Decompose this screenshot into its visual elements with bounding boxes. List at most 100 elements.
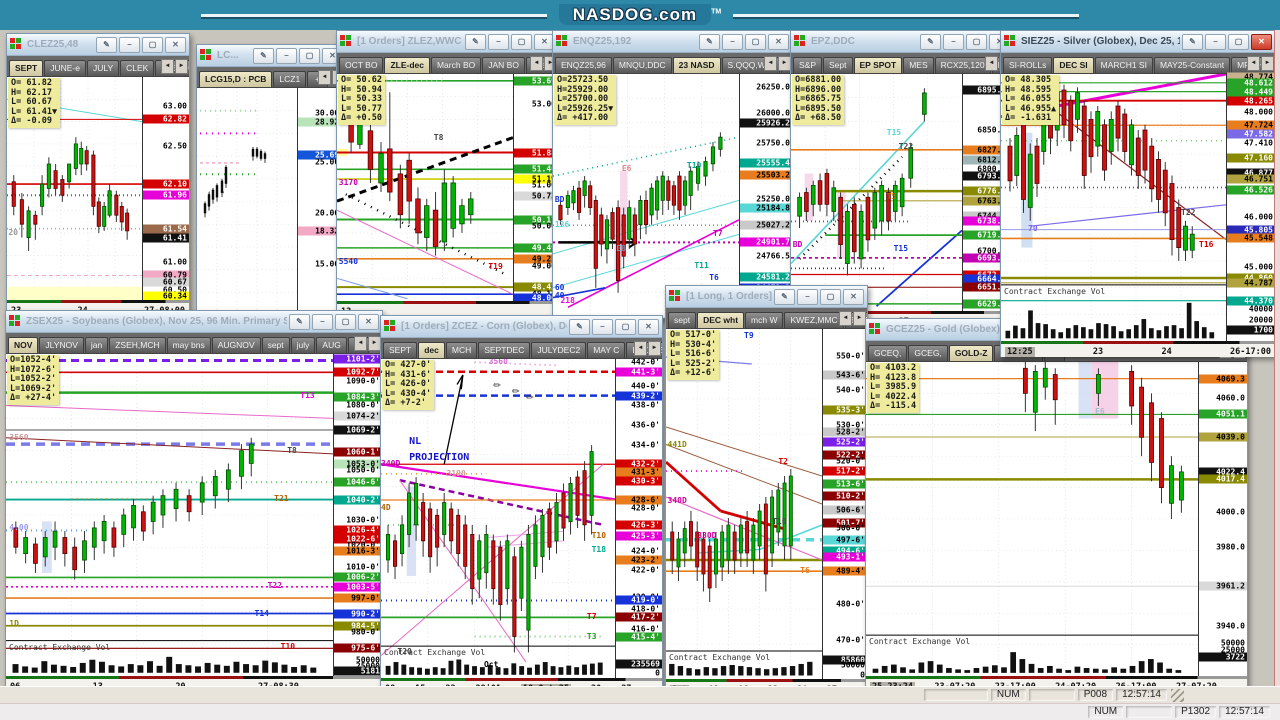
tab-scroll-left-icon[interactable]: ◄ [764, 56, 777, 71]
chart-canvas[interactable]: O= 517-0' H= 530-4' L= 516-6' L= 525-2' Δ= +… [666, 329, 823, 679]
minimize-button[interactable]: – [1205, 33, 1226, 50]
tab-zle-dec[interactable]: ZLE-dec [384, 57, 430, 73]
tab-scroll-left-icon[interactable]: ◄ [985, 56, 998, 71]
pencil-tool-button[interactable]: ✎ [465, 33, 486, 50]
resize-grip[interactable] [1171, 688, 1184, 702]
tab-scroll-left-icon[interactable]: ◄ [161, 59, 174, 74]
tab-scroll-right-icon[interactable]: ► [648, 341, 661, 356]
minimize-button[interactable]: – [119, 36, 140, 53]
pencil-tool-button[interactable]: ✎ [289, 313, 310, 330]
tab-gold-z[interactable]: GOLD-Z [948, 345, 994, 361]
tab-mch[interactable]: MCH [445, 342, 478, 358]
tab-scroll-left-icon[interactable]: ◄ [318, 70, 331, 85]
close-button[interactable]: ✕ [358, 313, 379, 330]
tab-scroll-left-icon[interactable]: ◄ [634, 341, 647, 356]
tab-mnqu-ddc[interactable]: MNQU,DDC [612, 57, 672, 73]
tab-ep-spot[interactable]: EP SPOT [853, 57, 903, 73]
tab-rcx25-120[interactable]: RCX25,120 [934, 57, 991, 73]
chart-canvas[interactable]: O=6881.00 H=6896.00 L=6865.75 L=6895.50 Δ= +… [791, 74, 963, 311]
tab-clek[interactable]: CLEK [120, 60, 155, 76]
pencil-tool-button[interactable]: ✎ [96, 36, 117, 53]
pencil-tool-button[interactable]: ✎ [253, 47, 274, 64]
tab-july[interactable]: july [290, 337, 316, 353]
maximize-button[interactable]: ▢ [820, 288, 841, 305]
tab-lcg15-d-pcb[interactable]: LCG15,D : PCB [199, 71, 273, 87]
tab-scroll-right-icon[interactable]: ► [175, 59, 188, 74]
minimize-button[interactable]: – [312, 313, 333, 330]
tab-zseh-mch[interactable]: ZSEH,MCH [109, 337, 166, 353]
pencil-tool-button[interactable]: ✎ [920, 33, 941, 50]
tab-march1-si[interactable]: MARCH1 SI [1094, 57, 1153, 73]
tab-march-bo[interactable]: March BO [430, 57, 482, 73]
tab-june-e[interactable]: JUNE-e [44, 60, 86, 76]
maximize-button[interactable]: ▢ [615, 318, 636, 335]
tab-s-p[interactable]: S&P [793, 57, 823, 73]
minimize-button[interactable]: – [797, 288, 818, 305]
tab-may25-constant[interactable]: MAY25-Constant [1153, 57, 1231, 73]
tab-scroll-left-icon[interactable]: ◄ [1247, 56, 1260, 71]
pencil-tool-button[interactable]: ✎ [774, 288, 795, 305]
tab-scroll-left-icon[interactable]: ◄ [839, 311, 852, 326]
tab-aug[interactable]: AUG [316, 337, 347, 353]
chart-canvas[interactable]: O= 61.82 H= 62.17 L= 60.67 L= 61.41▼ Δ= -0.0… [7, 77, 143, 300]
tab-kwez-mmc[interactable]: KWEZ,MMC [784, 312, 844, 328]
tab-nov[interactable]: NOV [8, 337, 39, 353]
minimize-button[interactable]: – [722, 33, 743, 50]
close-button[interactable]: ✕ [638, 318, 659, 335]
close-button[interactable]: ✕ [843, 288, 864, 305]
tab-may-c[interactable]: MAY C [587, 342, 626, 358]
tab-dec[interactable]: dec [418, 342, 445, 358]
chart-canvas[interactable]: O=25723.50 H=25929.00 L=25700.00 L=25926.25… [553, 74, 740, 317]
tab-gceq-[interactable]: GCEQ, [868, 345, 908, 361]
tab-scroll-left-icon[interactable]: ◄ [530, 56, 543, 71]
maximize-button[interactable]: ▢ [966, 33, 987, 50]
maximize-button[interactable]: ▢ [511, 33, 532, 50]
close-button[interactable]: ✕ [534, 33, 555, 50]
tab-enqz25-96[interactable]: ENQZ25,96 [555, 57, 612, 73]
tab-oct-bo[interactable]: OCT BO [339, 57, 384, 73]
tab-jan[interactable]: jan [84, 337, 109, 353]
tab-dec-wht[interactable]: DEC wht [697, 312, 745, 328]
tab-scroll-left-icon[interactable]: ◄ [354, 336, 367, 351]
close-button[interactable]: ✕ [1251, 33, 1272, 50]
chart-canvas[interactable]: O= 4103.2 H= 4123.8 L= 3985.9 L= 4022.4 Δ= -… [866, 362, 1199, 676]
tab-jan-bo[interactable]: JAN BO [482, 57, 525, 73]
chart-canvas[interactable] [197, 88, 298, 315]
maximize-button[interactable]: ▢ [142, 36, 163, 53]
tab-julydec2[interactable]: JULYDEC2 [531, 342, 587, 358]
maximize-button[interactable]: ▢ [335, 313, 356, 330]
chart-canvas[interactable]: O= 50.62 H= 50.94 L= 50.33 L= 50.77 Δ= +0.50… [337, 74, 514, 301]
tab-sept[interactable]: SEPT [9, 60, 44, 76]
minimize-button[interactable]: – [276, 47, 297, 64]
minimize-button[interactable]: – [592, 318, 613, 335]
tab-dec-si[interactable]: DEC SI [1053, 57, 1094, 73]
tab-mch-w[interactable]: mch W [745, 312, 784, 328]
tab-lcz1[interactable]: LCZ1 [273, 71, 307, 87]
chart-canvas[interactable]: O= 427-0' H= 431-6' L= 426-0' L= 430-4' Δ= +… [381, 359, 616, 678]
minimize-button[interactable]: – [943, 33, 964, 50]
pencil-tool-button[interactable]: ✎ [699, 33, 720, 50]
tab-sept[interactable]: sept [668, 312, 697, 328]
pencil-tool-button[interactable]: ✎ [569, 318, 590, 335]
tab-scroll-right-icon[interactable]: ► [1261, 56, 1274, 71]
tab-sept[interactable]: Sept [823, 57, 853, 73]
tab-sept[interactable]: sept [261, 337, 290, 353]
tab-jlynov[interactable]: JLYNOV [39, 337, 84, 353]
minimize-button[interactable]: – [488, 33, 509, 50]
close-button[interactable]: ✕ [165, 36, 186, 53]
tab-mes[interactable]: MES [903, 57, 934, 73]
maximize-button[interactable]: ▢ [299, 47, 320, 64]
tab-may-bns[interactable]: may bns [166, 337, 211, 353]
pencil-tool-button[interactable]: ✎ [1182, 33, 1203, 50]
tab-gceg-[interactable]: GCEG, [908, 345, 948, 361]
maximize-button[interactable]: ▢ [745, 33, 766, 50]
tab-sept[interactable]: SEPT [383, 342, 418, 358]
tab-si-rolls[interactable]: SI-ROLLs [1003, 57, 1053, 73]
tab-augnov[interactable]: AUGNOV [211, 337, 261, 353]
close-button[interactable]: ✕ [768, 33, 789, 50]
chart-canvas[interactable]: O= 48.305 H= 48.595 L= 46.055 L= 46.955▲ Δ= … [1001, 74, 1227, 341]
tab-septdec[interactable]: SEPTDEC [478, 342, 531, 358]
tab-july[interactable]: JULY [86, 60, 120, 76]
tab-23-nasd[interactable]: 23 NASD [672, 57, 721, 73]
chart-canvas[interactable]: O=1052-4' H=1072-6' L=1052-2' L=1069-2' Δ= +… [6, 354, 334, 676]
